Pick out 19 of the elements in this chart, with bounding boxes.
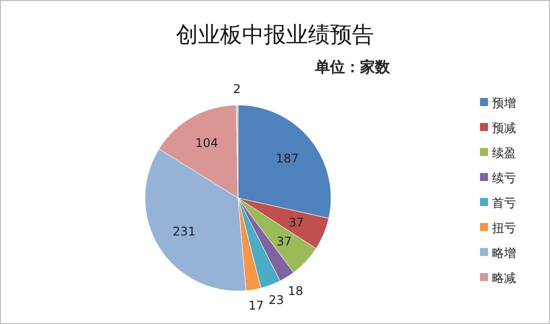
data-label: 231 bbox=[172, 224, 196, 238]
data-label: 17 bbox=[248, 298, 264, 313]
chart-subtitle: 单位：家数 bbox=[314, 58, 391, 76]
legend-label: 略减 bbox=[492, 271, 516, 286]
legend-label: 预减 bbox=[492, 121, 516, 136]
data-label: 104 bbox=[195, 136, 218, 150]
legend-label: 续亏 bbox=[492, 171, 516, 186]
chart-title: 创业板中报业绩预告 bbox=[176, 23, 374, 48]
legend-label: 首亏 bbox=[492, 196, 516, 210]
data-label: 37 bbox=[276, 234, 292, 248]
data-label: 187 bbox=[276, 152, 299, 166]
legend-label: 预增 bbox=[492, 96, 516, 110]
legend-label: 续盈 bbox=[492, 146, 516, 160]
legend-label: 略增 bbox=[492, 246, 516, 260]
data-label: 37 bbox=[288, 216, 304, 230]
data-label: 18 bbox=[288, 284, 304, 298]
legend-label: 扭亏 bbox=[492, 221, 516, 236]
data-label: 23 bbox=[268, 293, 284, 308]
data-label: 2 bbox=[233, 82, 241, 96]
